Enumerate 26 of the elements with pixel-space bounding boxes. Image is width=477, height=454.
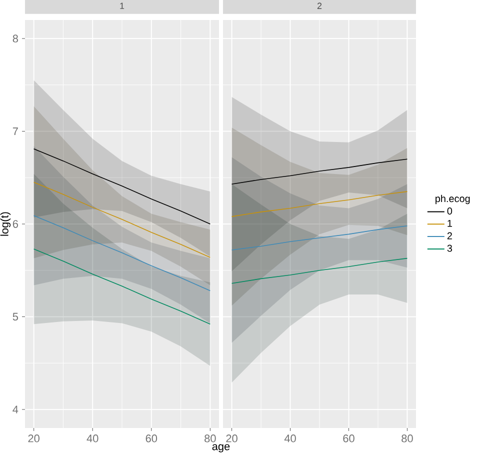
line-series bbox=[33, 182, 211, 258]
x-tick-label: 60 bbox=[343, 434, 354, 442]
x-tick-label: 80 bbox=[204, 434, 216, 442]
chart-title: 2 bbox=[317, 2, 322, 9]
line-series bbox=[33, 248, 211, 325]
x-tick-label: 40 bbox=[284, 434, 296, 442]
y-tick-label: 7 bbox=[12, 128, 18, 136]
line-series bbox=[33, 215, 211, 292]
chart-title: 1 bbox=[120, 2, 124, 9]
x-tick-label: 80 bbox=[402, 434, 413, 442]
legend-label: 2 bbox=[447, 232, 452, 240]
x-tick-label: 20 bbox=[226, 434, 238, 442]
x-tick-label: 40 bbox=[86, 434, 98, 442]
y-tick-label: 6 bbox=[12, 220, 18, 228]
legend-label: 0 bbox=[447, 208, 452, 215]
x-axis-title: age bbox=[212, 444, 230, 452]
legend-title: ph.ecog bbox=[436, 194, 470, 204]
y-tick-label: 4 bbox=[12, 406, 18, 414]
x-tick-label: 60 bbox=[146, 434, 158, 442]
x-tick-label: 20 bbox=[28, 434, 40, 442]
legend-label: 1 bbox=[448, 220, 452, 227]
y-axis-title: log(t) bbox=[0, 212, 11, 236]
line-series bbox=[33, 148, 211, 224]
y-tick-label: 5 bbox=[12, 312, 18, 321]
legend-label: 3 bbox=[447, 244, 452, 252]
y-tick-label: 8 bbox=[12, 34, 18, 42]
